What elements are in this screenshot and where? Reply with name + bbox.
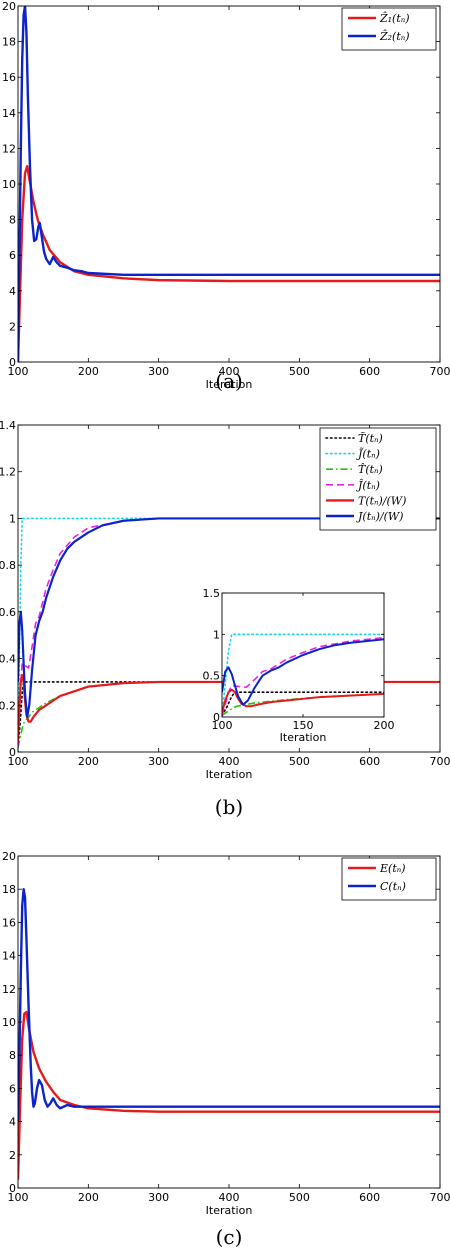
series-line-1 [18,888,440,1122]
y-tick-label: 12 [2,142,16,155]
x-tick-label: 700 [430,365,450,378]
series-line-4 [18,673,440,741]
x-tick-label: 600 [359,1191,380,1204]
series-group [18,6,440,362]
y-tick-label: 20 [2,0,16,13]
plot-background [18,856,440,1188]
series-line-5 [18,517,440,719]
x-tick-label: 400 [219,1191,240,1204]
y-tick-label: 18 [2,36,16,49]
legend-label-0: T̃(tₙ) [358,432,383,445]
y-tick-label: 0.8 [0,559,16,572]
y-tick-label: 0.6 [0,606,16,619]
series-group [222,633,384,717]
x-tick-label: 500 [289,365,310,378]
legend-box [319,427,437,531]
y-tick-label: 4 [9,285,16,298]
x-tick-label: 500 [289,755,310,768]
y-tick-label: 0.4 [0,653,16,666]
legend-label-0: Ẑ₁(tₙ) [379,11,410,25]
y-tick-label: 6 [9,249,16,262]
x-tick-label: 200 [78,1191,99,1204]
y-tick-label: 0 [9,1182,16,1195]
series-line-1 [222,633,384,717]
x-tick-label: 700 [430,755,450,768]
y-tick-label: 0 [213,711,220,724]
y-tick-label: 14 [2,950,16,963]
y-tick-label: 14 [2,107,16,120]
chart-panel: 100 200 300 400 500 600 700 0 2 4 6 8 10 12 14 16 18 20 It… [2,0,450,391]
legend-label-4: T(tₙ)/(W) [358,494,406,507]
y-tick-label: 12 [2,983,16,996]
x-tick-label: 200 [78,755,99,768]
legend-label-3: Ĵ(tₙ) [356,478,380,492]
x-tick-label: 400 [219,365,240,378]
y-tick-label: 6 [9,1082,16,1095]
x-tick-label: 100 [8,755,29,768]
figure-caption: (a) [215,369,243,393]
figure-caption: (c) [216,1225,243,1249]
x-tick-label: 600 [359,365,380,378]
y-tick-label: 1 [213,628,220,641]
y-tick-label: 10 [2,178,16,191]
y-tick-label: 0.2 [0,699,16,712]
series-line-5 [222,638,384,706]
series-group [18,888,440,1180]
legend-box [341,857,437,901]
inset-plot: 100 150 200 0 0.5 1 1.5 Iteration [203,587,395,744]
series-line-1 [18,6,440,362]
plot-background [18,6,440,362]
x-tick-label: 500 [289,1191,310,1204]
legend-label-1: C(tₙ) [380,880,406,893]
x-tick-label: 200 [78,365,99,378]
y-tick-label: 2 [9,320,16,333]
x-tick-label: 400 [219,755,240,768]
legend-label-1: J̃(tₙ) [356,448,380,461]
series-line-4 [222,688,384,714]
x-axis-label: Iteration [206,768,253,781]
x-tick-label: 100 [212,719,233,732]
y-tick-label: 0.5 [203,670,221,683]
x-tick-label: 100 [8,365,29,378]
y-tick-label: 18 [2,883,16,896]
y-tick-label: 1 [9,512,16,525]
y-tick-label: 8 [9,1049,16,1062]
y-tick-label: 1.5 [203,587,221,600]
y-tick-label: 4 [9,1116,16,1129]
chart-panel: 100 200 300 400 500 600 700 0 2 4 6 8 10 12 14 16 18 20 It… [2,850,450,1217]
x-tick-label: 100 [8,1191,29,1204]
legend-box [341,7,437,51]
y-tick-label: 2 [9,1149,16,1162]
series-line-0 [18,1010,440,1180]
y-tick-label: 16 [2,916,16,929]
y-tick-label: 0 [9,746,16,759]
series-line-0 [18,681,440,749]
y-tick-label: 20 [2,850,16,863]
legend-label-0: E(tₙ) [379,862,406,875]
y-tick-label: 1.4 [0,419,16,432]
x-axis-label: Iteration [206,1204,253,1217]
y-tick-label: 16 [2,71,16,84]
y-tick-label: 0 [9,356,16,369]
legend-label-1: Ẑ₂(tₙ) [379,29,410,43]
y-tick-label: 8 [9,214,16,227]
x-tick-label: 200 [374,719,395,732]
legend-label-5: J(tₙ)/(W) [356,510,403,523]
x-axis-label: Iteration [280,731,327,744]
x-tick-label: 300 [148,1191,169,1204]
series-line-0 [222,691,384,717]
y-tick-label: 1.2 [0,466,16,479]
figure-caption: (b) [215,795,243,819]
x-tick-label: 300 [148,365,169,378]
x-axis-label: Iteration [206,378,253,391]
y-tick-label: 10 [2,1016,16,1029]
legend-label-2: T̂(tₙ) [358,463,383,476]
series-line-0 [18,165,440,362]
x-tick-label: 300 [148,755,169,768]
x-tick-label: 150 [293,719,314,732]
x-tick-label: 700 [430,1191,450,1204]
x-tick-label: 600 [359,755,380,768]
